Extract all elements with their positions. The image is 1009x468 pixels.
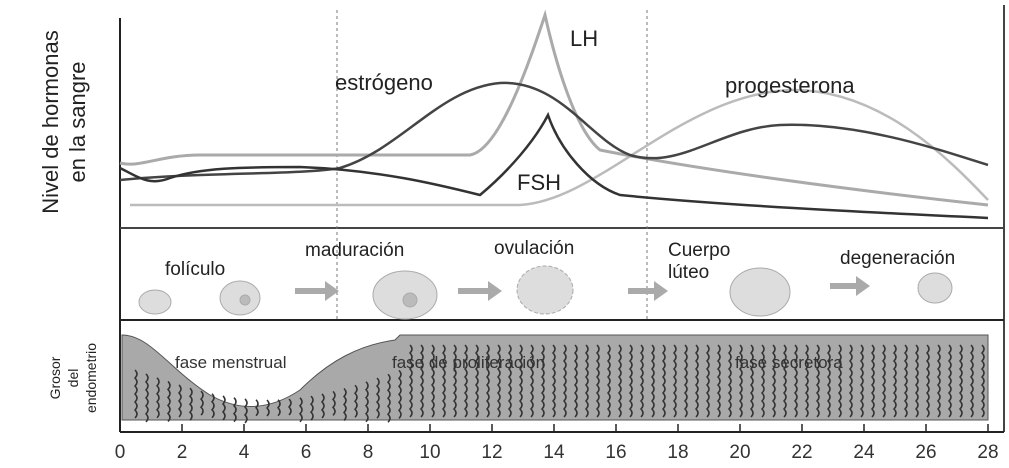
phase-label: fase de proliferación (392, 353, 545, 372)
stage-label: maduración (305, 240, 404, 261)
stage-label: ovulación (494, 238, 574, 259)
x-tick-label: 28 (977, 442, 998, 463)
x-tick-label: 16 (605, 442, 626, 463)
x-tick-label: 8 (363, 442, 374, 463)
stage-label: lúteo (668, 262, 709, 283)
y-axis-label: en la sangre (65, 61, 90, 182)
x-tick-label: 14 (543, 442, 565, 463)
x-tick-label: 2 (177, 442, 188, 463)
y-axis-label: endometrio (83, 343, 99, 413)
y-axis-label: Grosor (47, 356, 63, 399)
x-tick-label: 26 (915, 442, 936, 463)
curve-label: FSH (517, 170, 561, 195)
stage-label: degeneración (840, 248, 955, 269)
x-tick-label: 20 (729, 442, 750, 463)
stage-label: folículo (165, 259, 225, 280)
x-tick-label: 12 (481, 442, 502, 463)
y-axis-label: del (65, 369, 81, 388)
y-axis-label: Nivel de hormonas (38, 30, 63, 213)
curve-label: progesterona (725, 73, 855, 98)
phase-label: fase menstrual (175, 353, 287, 372)
x-tick-label: 18 (667, 442, 688, 463)
cycle-diagram: Nivel de hormonas en la sangre estrógeno… (0, 0, 1009, 468)
x-tick-label: 24 (853, 442, 875, 463)
x-tick-label: 0 (115, 442, 126, 463)
x-tick-label: 22 (791, 442, 812, 463)
phase-label: fase secretora (735, 353, 843, 372)
curve-label: LH (570, 26, 598, 51)
stage-label: Cuerpo (668, 240, 730, 261)
x-tick-label: 4 (239, 442, 250, 463)
curve-label: estrógeno (335, 70, 433, 95)
x-tick-label: 6 (301, 442, 312, 463)
x-tick-label: 10 (419, 442, 440, 463)
